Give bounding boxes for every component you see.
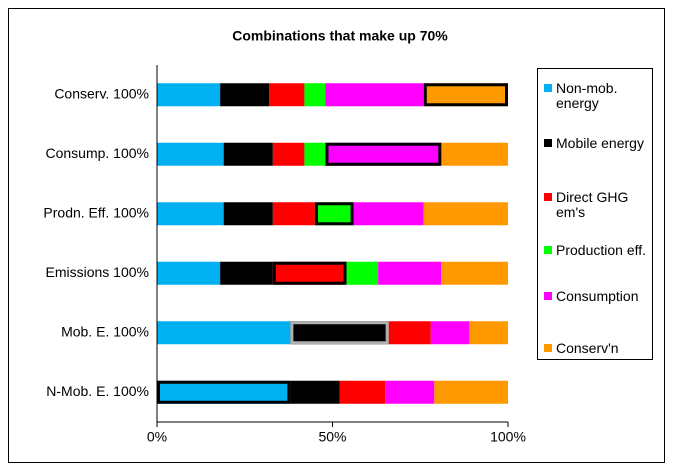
bar-segment [157, 321, 291, 345]
bar-segment [325, 83, 424, 107]
x-tick-label: 0% [147, 429, 167, 445]
bar-segment [423, 83, 508, 107]
y-tick-label: N-Mob. E. 100% [46, 383, 149, 399]
bar-segment [220, 83, 270, 107]
legend-label: Mobile energy [556, 135, 644, 151]
bar-segment [385, 380, 435, 404]
bar-segment [434, 380, 508, 404]
bar-segment [290, 380, 340, 404]
bar-segment [378, 261, 442, 285]
chart-title: Combinations that make up 70% [232, 28, 448, 44]
bar-segment [290, 321, 389, 345]
highlight-outline [314, 202, 354, 226]
legend: Non-mob. energy Mobile energy Direct GHG e… [537, 68, 653, 360]
highlight-outline [290, 321, 389, 345]
bar-segment [304, 142, 326, 166]
bar-segment [272, 202, 315, 226]
bar-segment [304, 83, 326, 107]
bar-segment [157, 142, 224, 166]
bar-segment [441, 261, 508, 285]
legend-label: Consumption [556, 288, 639, 304]
bar-segment [346, 261, 379, 285]
legend-swatch [544, 84, 552, 92]
bar-segment [388, 321, 431, 345]
bar-segment [441, 142, 508, 166]
legend-label: Non-mob. energy [556, 80, 618, 111]
bar-segment [223, 142, 273, 166]
bar-segment [325, 142, 442, 166]
legend-label: Conserv'n [556, 340, 619, 356]
y-tick-label: Emissions 100% [46, 264, 150, 280]
highlight-outline [423, 83, 509, 107]
legend-swatch [544, 246, 552, 254]
highlight-outline [272, 261, 347, 285]
legend-item: Mobile energy [544, 136, 648, 151]
bar-segment [220, 261, 273, 285]
x-tick-label: 50% [318, 429, 346, 445]
bar-segment [223, 202, 273, 226]
bar-segment [423, 202, 508, 226]
legend-swatch [544, 292, 552, 300]
bar-segment [269, 83, 305, 107]
highlight-outline [325, 142, 442, 166]
bar-segment [157, 261, 221, 285]
legend-swatch [544, 193, 552, 201]
bar-segment [339, 380, 386, 404]
legend-item: Conserv'n [544, 341, 648, 356]
bar-segment [469, 321, 508, 345]
bar-segment [314, 202, 354, 226]
highlight-outline [157, 380, 291, 404]
legend-label: Production eff. [556, 242, 647, 258]
bar-segment [353, 202, 424, 226]
y-tick-label: Mob. E. 100% [61, 323, 149, 339]
legend-label: Direct GHG em's [556, 189, 629, 220]
legend-item: Production eff. [544, 243, 648, 258]
y-tick-label: Conserv. 100% [54, 85, 149, 101]
legend-item: Consumption [544, 289, 648, 304]
legend-swatch [544, 139, 552, 147]
bar-segment [272, 261, 347, 285]
x-tick-label: 100% [490, 429, 526, 445]
y-tick-label: Prodn. Eff. 100% [43, 204, 149, 220]
legend-item: Non-mob. energy [544, 81, 648, 111]
bar-segment [430, 321, 470, 345]
legend-swatch [544, 344, 552, 352]
y-tick-label: Consump. 100% [45, 145, 149, 161]
bar-segment [272, 142, 305, 166]
bar-segment [157, 83, 221, 107]
bar-segment [157, 202, 224, 226]
bar-segment [157, 380, 291, 404]
legend-item: Direct GHG em's [544, 190, 648, 220]
